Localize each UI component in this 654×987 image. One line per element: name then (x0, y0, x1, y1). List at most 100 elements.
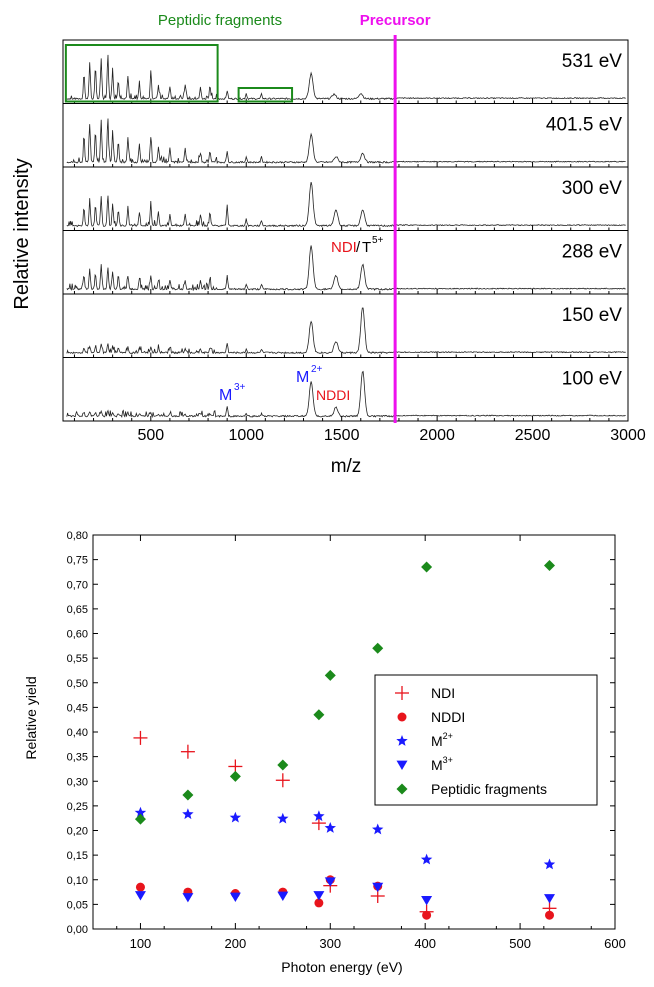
top-y-axis-label: Relative intensity (11, 158, 33, 309)
y-tick-label: 0,10 (67, 875, 88, 887)
data-point (543, 858, 556, 870)
spectrum-energy-label: 300 eV (562, 178, 623, 199)
y-tick-label: 0,40 (67, 727, 88, 739)
x-tick-label: 2000 (419, 427, 455, 444)
x-tick-label: 100 (130, 936, 152, 951)
data-point (313, 891, 325, 901)
data-point (314, 898, 324, 908)
legend-marker (396, 783, 408, 795)
spectrum-panel-frame (62, 293, 629, 358)
spectrum-panel-frame (62, 166, 629, 231)
data-point (313, 709, 325, 721)
x-tick-label: 500 (509, 936, 531, 951)
y-tick-label: 0,30 (67, 776, 88, 788)
peptidic-fragments-box (237, 87, 294, 103)
data-point (544, 560, 556, 572)
x-tick-label: 600 (604, 936, 626, 951)
spectrum-panel-frame (62, 103, 629, 168)
y-tick-label: 0,20 (67, 826, 88, 838)
legend-label: NDI (431, 685, 455, 701)
spectrum-panel-frame (62, 39, 629, 104)
y-tick-label: 0,05 (67, 899, 88, 911)
legend-marker (396, 760, 408, 770)
x-tick-label: 300 (319, 936, 341, 951)
data-point (545, 910, 555, 920)
t5-superscript: 5+ (372, 235, 384, 246)
y-tick-label: 0,50 (67, 678, 88, 690)
bottom-x-axis-label: Photon energy (eV) (281, 959, 402, 975)
legend-frame (374, 674, 598, 806)
x-tick-label: 1000 (228, 427, 264, 444)
data-point (421, 896, 433, 906)
m2-superscript: 2+ (311, 364, 323, 375)
data-point (324, 669, 336, 681)
legend-marker (396, 735, 408, 746)
data-point (277, 812, 289, 824)
spectrum-trace (66, 118, 626, 165)
m3-annotation: M (219, 387, 232, 404)
data-point (372, 642, 384, 654)
spectrum-energy-label: 401.5 eV (546, 115, 622, 136)
x-tick-label: 1500 (324, 427, 360, 444)
spectrum-trace (66, 54, 626, 101)
x-tick-label: 2500 (515, 427, 551, 444)
data-point (544, 894, 556, 904)
peptidic-fragments-label: Peptidic fragments (158, 12, 282, 29)
data-point (134, 813, 146, 825)
data-point (275, 773, 290, 788)
spectrum-energy-label: 150 eV (562, 305, 623, 326)
legend-label-superscript: 2+ (443, 731, 453, 741)
legend-label: NDDI (431, 709, 465, 725)
legend-marker (395, 686, 409, 700)
x-tick-label: 500 (137, 427, 164, 444)
t5-annotation: T (362, 239, 371, 256)
data-point (277, 891, 289, 901)
legend-label: Peptidic fragments (431, 781, 547, 797)
spectrum-panel-frame (62, 357, 629, 422)
data-point (133, 730, 148, 745)
x-tick-label: 3000 (610, 427, 646, 444)
m3-superscript: 3+ (234, 382, 246, 393)
legend-marker (397, 712, 407, 722)
bottom-y-axis-label: Relative yield (23, 676, 39, 759)
data-point (182, 808, 194, 820)
mass-spectra-panel: 531 eV 401.5 eV 300 eV 288 eV 150 eV 100 eV 5… (11, 12, 646, 477)
spectrum-energy-label: 531 eV (562, 51, 623, 72)
data-point (372, 882, 384, 893)
data-point (313, 810, 325, 822)
data-point (229, 811, 242, 823)
data-point (277, 759, 289, 771)
spectrum-trace (66, 307, 626, 355)
y-tick-label: 0,70 (67, 579, 88, 591)
data-point (324, 877, 336, 887)
data-point (372, 823, 384, 835)
y-tick-label: 0,00 (67, 924, 88, 936)
data-point (135, 882, 145, 892)
y-tick-label: 0,15 (67, 850, 88, 862)
y-tick-label: 0,60 (67, 629, 88, 641)
spectrum-energy-label: 288 eV (562, 242, 623, 263)
x-tick-label: 400 (414, 936, 436, 951)
data-point (420, 853, 433, 865)
y-tick-label: 0,75 (67, 555, 88, 567)
top-x-axis-label: m/z (331, 456, 362, 477)
data-point (421, 561, 433, 573)
y-tick-label: 0,45 (67, 702, 88, 714)
data-point (180, 744, 195, 759)
slash-separator: / (356, 239, 361, 256)
data-point (182, 789, 194, 801)
data-point (229, 770, 241, 782)
ndi-annotation: NDI (331, 239, 357, 256)
data-point (422, 910, 432, 920)
m2-annotation: M (296, 369, 309, 386)
x-tick-label: 200 (225, 936, 247, 951)
y-tick-label: 0,65 (67, 604, 88, 616)
peptidic-fragments-box (64, 44, 219, 103)
data-point (134, 806, 147, 818)
data-point (229, 892, 241, 902)
y-tick-label: 0,55 (67, 653, 88, 665)
legend-label-superscript: 3+ (443, 755, 453, 765)
precursor-label: Precursor (360, 12, 431, 29)
data-point (182, 893, 194, 903)
